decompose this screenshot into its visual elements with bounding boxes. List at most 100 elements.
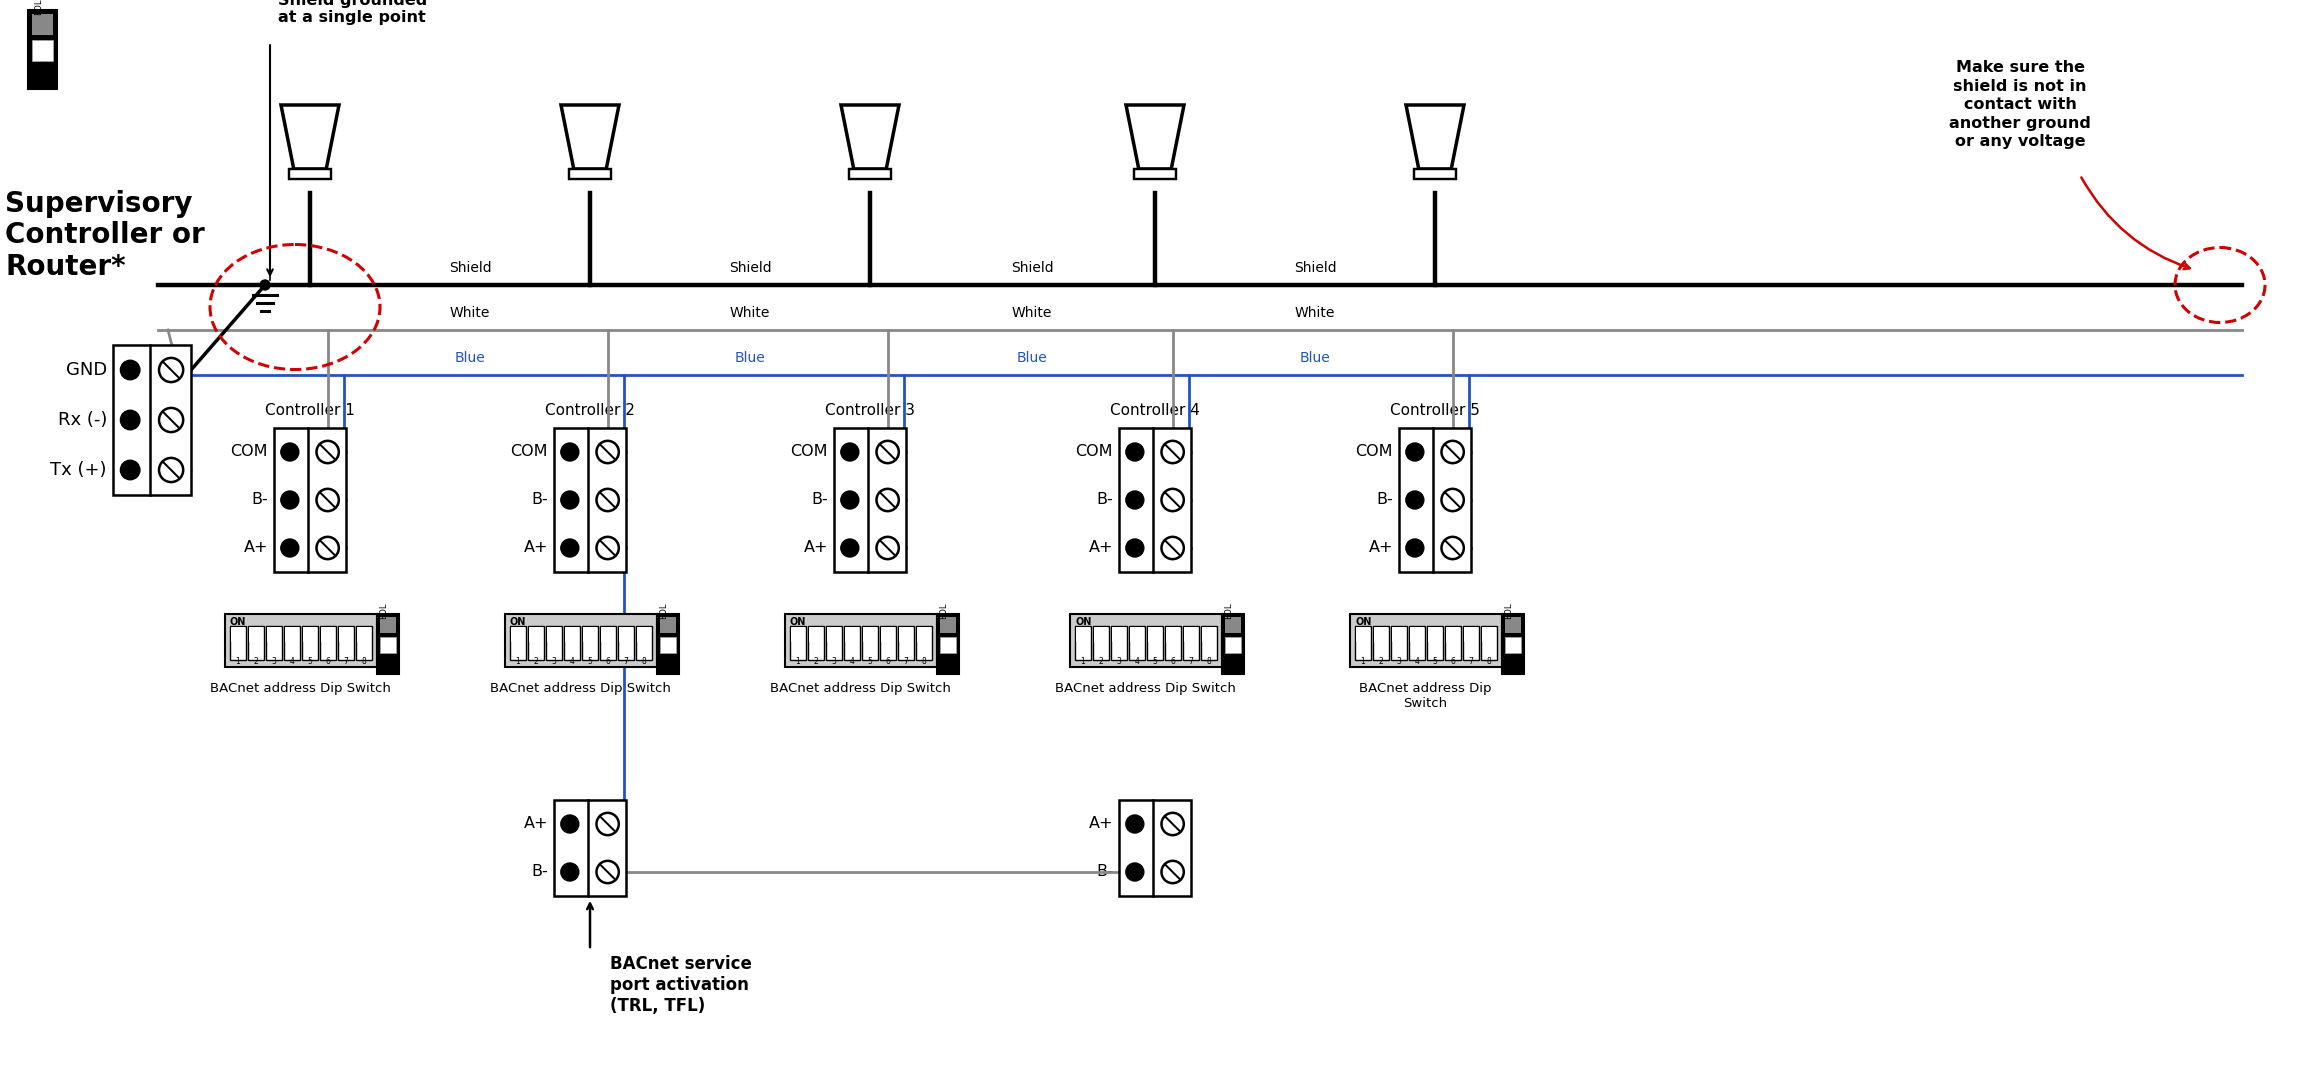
Bar	[1374, 627, 1388, 642]
Bar	[861, 626, 877, 660]
Circle shape	[1441, 489, 1464, 511]
Text: B-: B-	[810, 492, 829, 507]
Circle shape	[159, 408, 182, 432]
Text: 1: 1	[1360, 657, 1365, 666]
Text: Blue: Blue	[734, 351, 764, 364]
Bar	[529, 627, 543, 642]
Bar	[1201, 626, 1217, 660]
Bar	[1226, 617, 1242, 634]
Polygon shape	[1413, 169, 1457, 179]
Bar	[898, 626, 914, 660]
Polygon shape	[840, 105, 898, 169]
Bar	[1094, 627, 1108, 642]
Text: A+: A+	[804, 540, 829, 555]
Circle shape	[1127, 443, 1143, 461]
Text: Make sure the
shield is not in
contact with
another ground
or any voltage: Make sure the shield is not in contact w…	[1949, 60, 2092, 149]
Text: COM: COM	[1076, 445, 1113, 460]
Text: White: White	[450, 306, 490, 321]
Text: White: White	[1295, 306, 1335, 321]
Bar	[302, 626, 319, 660]
Text: Controller 3: Controller 3	[824, 403, 914, 418]
Text: 8: 8	[642, 657, 647, 666]
Bar	[1226, 637, 1242, 653]
Circle shape	[1406, 443, 1425, 461]
Bar	[381, 617, 397, 634]
Text: 3: 3	[272, 657, 277, 666]
Bar	[554, 800, 626, 896]
Bar	[1120, 428, 1191, 572]
Text: 8: 8	[1208, 657, 1212, 666]
Bar	[266, 626, 282, 660]
Bar	[268, 627, 282, 642]
Bar	[510, 626, 526, 660]
Text: Rx (-): Rx (-)	[58, 411, 106, 429]
Circle shape	[159, 458, 182, 482]
Polygon shape	[561, 105, 619, 169]
Circle shape	[561, 863, 580, 881]
Bar	[1501, 614, 1524, 674]
Bar	[880, 626, 896, 660]
Text: Controller 5: Controller 5	[1390, 403, 1480, 418]
Text: 5: 5	[868, 657, 873, 666]
Bar	[510, 627, 524, 642]
Bar	[834, 428, 905, 572]
Bar	[32, 41, 53, 61]
Text: White: White	[730, 306, 771, 321]
Bar	[864, 627, 877, 642]
Circle shape	[120, 411, 141, 430]
Text: 7: 7	[344, 657, 349, 666]
Text: 5: 5	[307, 657, 312, 666]
Text: 4: 4	[1415, 657, 1420, 666]
Text: 6: 6	[1450, 657, 1455, 666]
Circle shape	[1161, 489, 1185, 511]
Bar	[917, 627, 931, 642]
Polygon shape	[1406, 105, 1464, 169]
Bar	[917, 626, 933, 660]
Bar	[1076, 627, 1090, 642]
Circle shape	[282, 491, 298, 509]
Text: 3: 3	[552, 657, 556, 666]
Bar	[1355, 627, 1369, 642]
Text: Shield: Shield	[448, 260, 492, 276]
Text: EOL: EOL	[940, 602, 949, 620]
Circle shape	[877, 489, 898, 511]
Text: 7: 7	[903, 657, 907, 666]
Text: BACnet address Dip
Switch: BACnet address Dip Switch	[1358, 682, 1492, 710]
Bar	[600, 626, 617, 660]
Bar	[1166, 627, 1180, 642]
Text: B-: B-	[1097, 864, 1113, 879]
Circle shape	[282, 443, 298, 461]
Circle shape	[159, 358, 182, 382]
Bar	[1427, 627, 1443, 642]
Text: 3: 3	[831, 657, 836, 666]
Circle shape	[1161, 813, 1185, 835]
Text: BACnet address Dip Switch: BACnet address Dip Switch	[769, 682, 951, 695]
Bar	[321, 626, 337, 660]
Text: B-: B-	[1376, 492, 1392, 507]
Text: 6: 6	[887, 657, 891, 666]
Bar	[1069, 614, 1221, 667]
Bar	[249, 627, 263, 642]
Bar	[1092, 626, 1108, 660]
Circle shape	[1127, 863, 1143, 881]
Bar	[358, 627, 372, 642]
Bar	[1390, 626, 1406, 660]
Bar	[1111, 626, 1127, 660]
Text: EOL: EOL	[379, 602, 388, 620]
Text: Controller 4: Controller 4	[1111, 403, 1201, 418]
Circle shape	[1406, 491, 1425, 509]
Text: White: White	[1011, 306, 1053, 321]
Text: ON: ON	[1076, 617, 1092, 627]
Circle shape	[840, 539, 859, 557]
Text: BACnet address Dip Switch: BACnet address Dip Switch	[490, 682, 670, 695]
Bar	[1076, 626, 1090, 660]
Circle shape	[596, 489, 619, 511]
Bar	[356, 626, 372, 660]
Text: EOL: EOL	[1503, 602, 1512, 620]
Text: 4: 4	[289, 657, 296, 666]
Text: 7: 7	[1189, 657, 1194, 666]
Bar	[302, 627, 316, 642]
Bar	[658, 614, 679, 674]
Text: 5: 5	[1152, 657, 1157, 666]
Text: 8: 8	[1487, 657, 1492, 666]
